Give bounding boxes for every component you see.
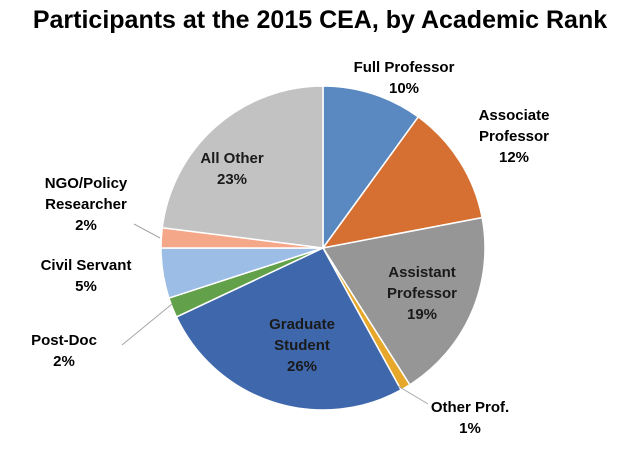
slice-label-assistant-professor: Assistant Professor 19%: [387, 264, 457, 323]
slice-label-post-doc: Post-Doc 2%: [31, 332, 97, 370]
pie-slice-associate-professor: [321, 115, 484, 250]
slice-label-full-professor: Full Professor 10%: [354, 59, 455, 97]
pie-slice-all-other: [161, 85, 324, 249]
pie-slice-full-professor: [322, 85, 420, 251]
chart-title: Participants at the 2015 CEA, by Academi…: [32, 6, 608, 34]
slice-label-other-prof: Other Prof. 1%: [431, 399, 509, 437]
slice-label-associate-professor: Associate Professor 12%: [479, 107, 550, 166]
slice-label-civil-servant: Civil Servant 5%: [41, 257, 132, 295]
slice-label-all-other: All Other 23%: [200, 150, 264, 188]
pie-slice-graduate-student: [175, 247, 403, 411]
slice-label-ngo-policy-researcher: NGO/Policy Researcher 2%: [45, 175, 128, 234]
slice-label-graduate-student: Graduate Student 26%: [269, 316, 335, 375]
pie-slice-assistant-professor: [321, 216, 486, 386]
leader-line-ngo-policy-researcher: [133, 223, 161, 239]
leader-line-other-prof: [397, 385, 429, 405]
leader-line-post-doc: [121, 303, 173, 346]
